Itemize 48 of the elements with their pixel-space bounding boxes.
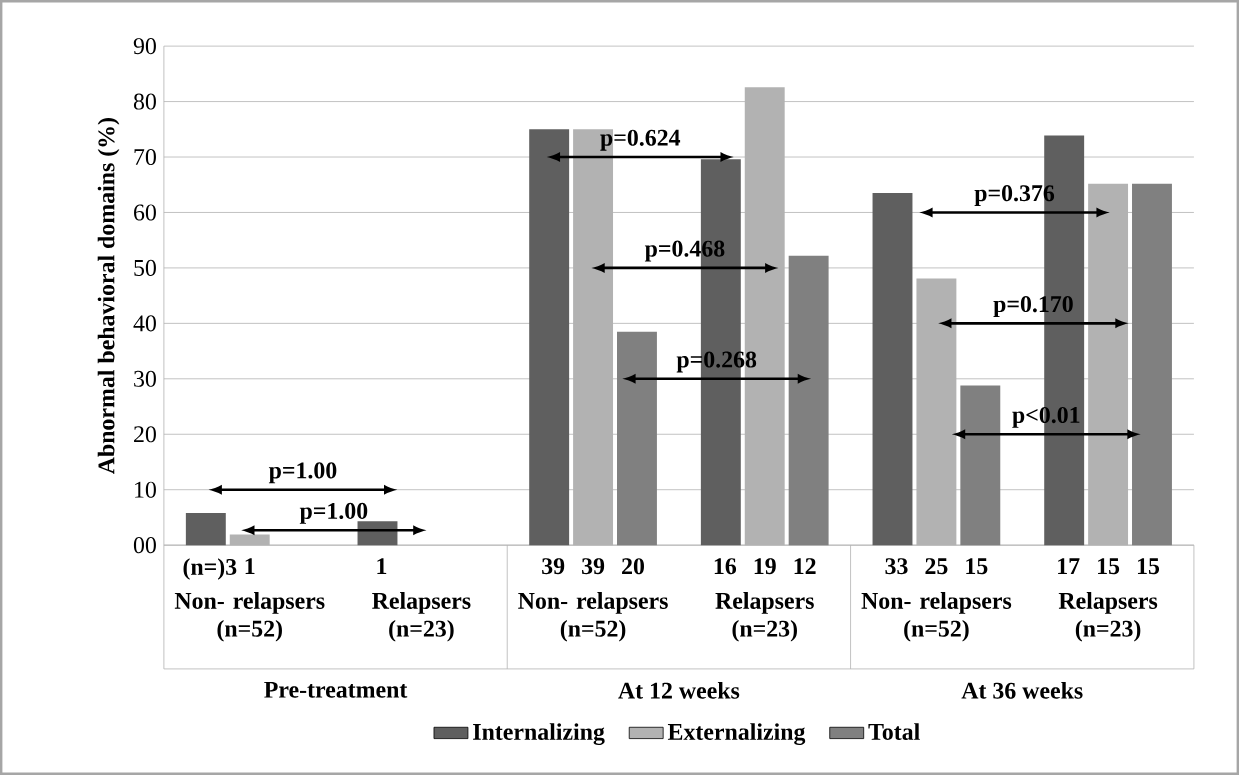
text: 16 <box>714 558 737 575</box>
bar <box>788 255 829 546</box>
bar <box>1132 183 1172 546</box>
text: 15 <box>966 558 988 575</box>
x-tick-label: Non- relapsers (n=52) <box>518 592 668 642</box>
x-tick-label: Non- relapsers (n=52) <box>174 592 325 642</box>
text: 25 <box>925 558 948 575</box>
annotation: p=1.00 <box>299 502 368 524</box>
y-tick-label: 60 <box>134 204 156 221</box>
legend-label: Total <box>868 723 920 740</box>
text: Pre-treatment <box>264 681 408 698</box>
bar <box>185 513 226 546</box>
text: At 36 weeks <box>961 681 1083 699</box>
y-tick-label: 50 <box>134 259 156 276</box>
y-tick-label: 30 <box>134 370 156 387</box>
text: 17 <box>1058 558 1080 574</box>
bar <box>872 193 913 546</box>
text: 1 <box>245 558 255 574</box>
x-tick-label: Non- relapsers (n=52) <box>861 592 1012 642</box>
bar <box>960 385 1001 546</box>
bar <box>617 331 657 546</box>
text: At 12 weeks <box>618 681 740 699</box>
y-tick-label: 00 <box>133 537 156 554</box>
text: 20 <box>622 558 644 575</box>
text: 12 <box>794 558 816 575</box>
y-tick-label: 10 <box>135 481 156 498</box>
y-axis-title: Abnormal behavioral domains (%) <box>97 118 120 475</box>
annotation: p=1.00 <box>268 462 337 484</box>
y-tick-label: 40 <box>133 315 156 332</box>
text: 15 <box>1098 558 1120 575</box>
text: 39 <box>542 558 565 575</box>
text: 39 <box>582 558 605 575</box>
text: 15 <box>1137 558 1160 575</box>
x-tick-label: Relapsers (n=23) <box>1058 592 1158 642</box>
y-tick-label: 20 <box>134 426 156 443</box>
x-tick-label: Relapsers (n=23) <box>372 592 471 642</box>
y-tick-label: 90 <box>133 38 156 55</box>
annotation: p=0.624 <box>600 129 681 151</box>
text: 33 <box>885 558 908 575</box>
text: 1 <box>377 558 387 574</box>
y-tick-label: 70 <box>134 149 156 166</box>
text: 19 <box>754 558 776 575</box>
x-tick-label: Relapsers (n=23) <box>715 592 814 642</box>
y-tick-label: 80 <box>133 93 156 110</box>
bar <box>529 129 570 546</box>
legend-label: Externalizing <box>667 723 806 746</box>
legend-label: Internalizing <box>473 723 605 746</box>
text: (n=)3 <box>183 558 237 580</box>
